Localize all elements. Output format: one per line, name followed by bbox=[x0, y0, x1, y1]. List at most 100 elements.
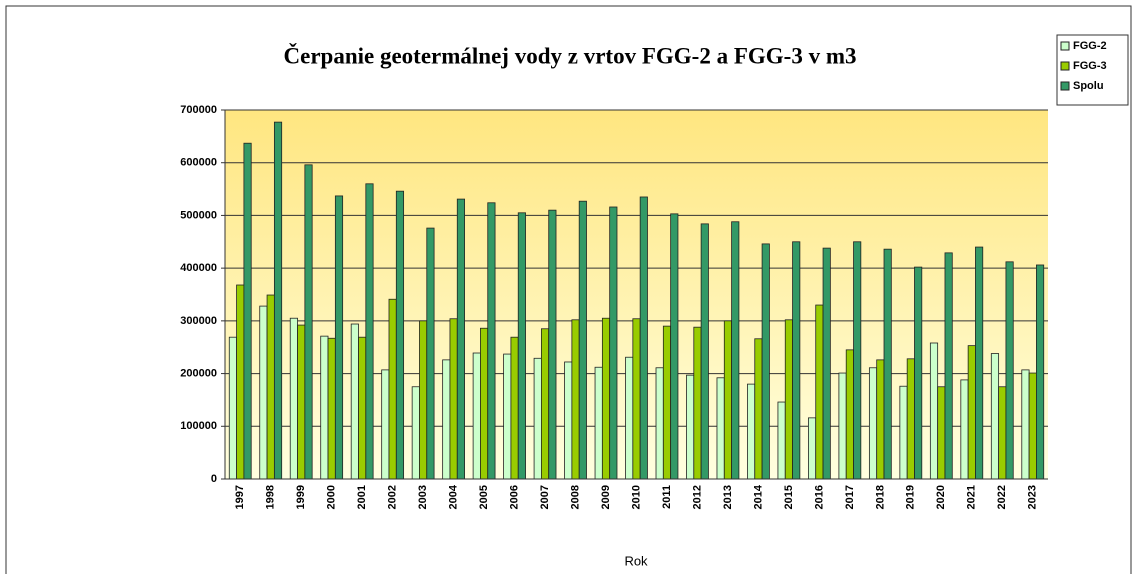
bar bbox=[662, 325, 672, 480]
x-tick-label: 2009 bbox=[600, 485, 612, 509]
x-tick-label: 2015 bbox=[783, 485, 795, 509]
bar bbox=[876, 359, 885, 480]
bar bbox=[388, 298, 397, 480]
bar bbox=[990, 353, 1000, 480]
bar bbox=[358, 336, 367, 480]
bar bbox=[411, 386, 420, 480]
x-tick-label: 2017 bbox=[844, 485, 856, 509]
bar bbox=[784, 319, 793, 480]
x-tick-label: 2001 bbox=[356, 485, 368, 509]
x-tick-label: 2016 bbox=[813, 485, 825, 509]
bar bbox=[487, 202, 496, 480]
x-tick-label: 2019 bbox=[905, 485, 917, 509]
bar bbox=[243, 142, 252, 480]
bar bbox=[449, 318, 458, 480]
y-tick-label: 300000 bbox=[180, 315, 217, 327]
bar bbox=[899, 385, 908, 480]
x-tick-label: 2020 bbox=[935, 485, 947, 509]
bar bbox=[639, 196, 648, 480]
bar bbox=[944, 252, 953, 480]
bar bbox=[540, 328, 550, 480]
bar bbox=[914, 266, 923, 480]
frame bbox=[5, 5, 1132, 579]
chart-title: Čerpanie geotermálnej vody z vrtov FGG-2… bbox=[284, 42, 857, 68]
bar bbox=[334, 195, 344, 480]
x-tick-label: 2008 bbox=[569, 485, 581, 509]
bar bbox=[350, 323, 359, 480]
legend-label: FGG-2 bbox=[1073, 40, 1107, 52]
bar bbox=[304, 164, 313, 480]
bar bbox=[601, 317, 611, 480]
bar bbox=[297, 324, 306, 480]
bar bbox=[731, 221, 740, 480]
bar bbox=[822, 247, 831, 480]
bar bbox=[419, 320, 428, 480]
bar bbox=[1028, 372, 1037, 480]
bar bbox=[625, 356, 634, 480]
bar bbox=[754, 338, 763, 480]
y-tick-label: 600000 bbox=[180, 157, 217, 169]
x-tick-label: 2021 bbox=[966, 485, 978, 509]
bar bbox=[320, 335, 329, 480]
bar bbox=[1021, 369, 1030, 480]
bar bbox=[381, 369, 390, 480]
bar bbox=[456, 198, 465, 480]
legend-label: Spolu bbox=[1073, 80, 1104, 92]
bar bbox=[510, 336, 519, 480]
legend-swatch bbox=[1060, 81, 1070, 91]
x-tick-label: 2013 bbox=[722, 485, 734, 509]
bar bbox=[266, 294, 275, 480]
bar bbox=[228, 336, 237, 480]
bar bbox=[426, 227, 435, 480]
bar bbox=[533, 357, 542, 480]
y-tick-label: 400000 bbox=[180, 262, 217, 274]
bar bbox=[480, 327, 489, 480]
bar bbox=[906, 358, 915, 480]
x-tick-label: 2005 bbox=[478, 485, 490, 509]
x-tick-label: 2014 bbox=[752, 484, 764, 509]
bar bbox=[967, 345, 976, 480]
x-tick-label: 2010 bbox=[630, 485, 642, 509]
x-tick-label: 1999 bbox=[295, 485, 307, 509]
bar bbox=[792, 241, 801, 480]
bar bbox=[571, 319, 580, 480]
bar bbox=[289, 317, 298, 480]
bar bbox=[609, 206, 618, 480]
y-tick-label: 500000 bbox=[180, 209, 217, 221]
x-tick-label: 2023 bbox=[1027, 485, 1039, 509]
bar bbox=[929, 342, 939, 480]
y-tick-label: 100000 bbox=[180, 420, 217, 432]
bar bbox=[472, 352, 481, 480]
bar bbox=[655, 367, 664, 480]
bar bbox=[960, 379, 969, 480]
bar bbox=[868, 367, 878, 480]
bar bbox=[937, 386, 946, 480]
bar bbox=[998, 386, 1007, 480]
bar bbox=[761, 243, 770, 480]
x-tick-label: 2018 bbox=[874, 485, 886, 509]
y-tick-label: 700000 bbox=[180, 104, 217, 116]
bar bbox=[853, 241, 862, 480]
x-axis-label: Rok bbox=[624, 553, 648, 568]
bar bbox=[442, 359, 451, 480]
bar bbox=[503, 353, 512, 480]
bar bbox=[845, 349, 854, 480]
x-tick-label: 1997 bbox=[234, 485, 246, 509]
bar bbox=[1005, 261, 1014, 480]
x-tick-label: 2022 bbox=[996, 485, 1008, 509]
bar bbox=[365, 183, 374, 480]
x-tick-label: 2007 bbox=[539, 485, 551, 509]
x-tick-label: 2012 bbox=[691, 485, 703, 509]
x-tick-label: 2011 bbox=[661, 485, 673, 509]
bar bbox=[670, 213, 679, 480]
bar bbox=[815, 304, 824, 480]
bar bbox=[273, 121, 283, 480]
y-tick-label: 200000 bbox=[180, 367, 217, 379]
bar bbox=[259, 305, 268, 480]
x-tick-label: 2006 bbox=[508, 485, 520, 509]
legend-label: FGG-3 bbox=[1073, 60, 1107, 72]
bar bbox=[548, 209, 557, 480]
y-tick-label: 0 bbox=[211, 473, 217, 485]
bar bbox=[686, 374, 695, 480]
